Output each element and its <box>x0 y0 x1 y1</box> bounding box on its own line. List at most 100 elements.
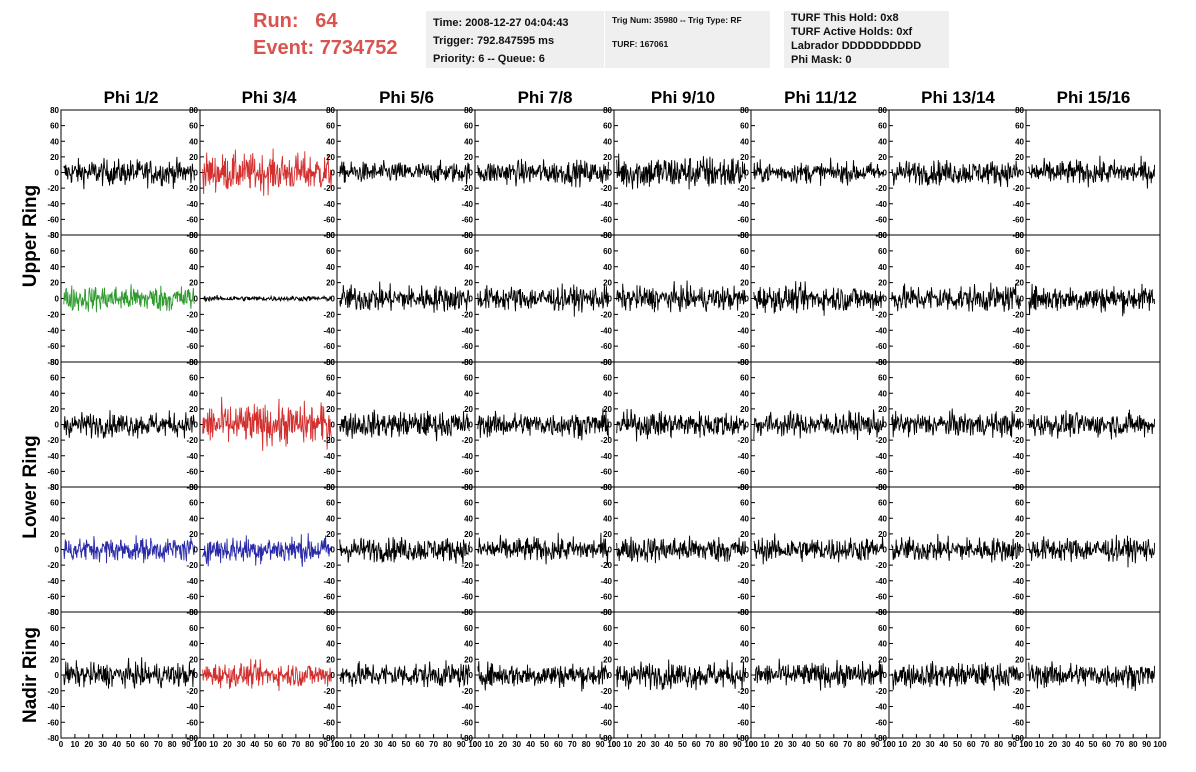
y-tick-label: 60 <box>603 624 612 633</box>
y-tick-label: 80 <box>603 358 612 367</box>
phi-mask-text: Phi Mask: 0 <box>791 54 852 66</box>
y-tick-label: -60 <box>1012 215 1024 224</box>
y-tick-label: 60 <box>326 374 335 383</box>
y-tick-label: 0 <box>1020 546 1025 555</box>
y-tick-label: 40 <box>326 640 335 649</box>
y-tick-label: 60 <box>1015 247 1024 256</box>
waveform-trace <box>1028 155 1156 189</box>
x-tick-label: 30 <box>512 740 521 749</box>
turf-text: TURF: 167061 <box>612 39 669 49</box>
y-tick-label: 20 <box>50 279 59 288</box>
y-tick-label: 60 <box>1015 122 1024 131</box>
y-tick-label: 20 <box>326 279 335 288</box>
y-tick-label: -20 <box>600 310 612 319</box>
y-tick-label: 40 <box>50 640 59 649</box>
y-tick-label: 0 <box>883 169 888 178</box>
y-tick-label: 40 <box>878 389 887 398</box>
x-tick-label: 70 <box>1115 740 1124 749</box>
x-tick-label: 10 <box>1035 740 1044 749</box>
y-tick-label: 20 <box>878 405 887 414</box>
y-tick-label: 0 <box>194 671 199 680</box>
y-tick-label: -60 <box>600 718 612 727</box>
y-tick-label: 20 <box>50 530 59 539</box>
y-tick-label: -40 <box>186 577 198 586</box>
y-tick-label: -60 <box>461 342 473 351</box>
y-tick-label: -60 <box>47 718 59 727</box>
y-tick-label: 40 <box>189 389 198 398</box>
y-tick-label: -60 <box>186 592 198 601</box>
y-tick-label: 40 <box>1015 640 1024 649</box>
x-tick-label: 0 <box>335 740 340 749</box>
y-tick-label: 40 <box>464 640 473 649</box>
y-tick-label: 60 <box>1015 499 1024 508</box>
y-tick-label: 0 <box>194 295 199 304</box>
x-tick-label: 100 <box>193 740 207 749</box>
y-tick-label: -40 <box>875 452 887 461</box>
y-tick-label: -80 <box>600 734 612 743</box>
y-tick-label: 80 <box>603 483 612 492</box>
y-tick-label: -60 <box>47 467 59 476</box>
x-tick-label: 20 <box>637 740 646 749</box>
y-tick-label: 80 <box>878 608 887 617</box>
waveform-trace <box>477 408 609 441</box>
y-tick-label: -60 <box>186 718 198 727</box>
y-tick-label: 60 <box>740 624 749 633</box>
event-value: 7734752 <box>319 37 398 59</box>
y-tick-label: 0 <box>331 421 336 430</box>
y-tick-label: -40 <box>600 577 612 586</box>
x-tick-label: 10 <box>760 740 769 749</box>
y-tick-label: 80 <box>189 231 198 240</box>
y-tick-label: 80 <box>464 106 473 115</box>
y-tick-label: 20 <box>464 153 473 162</box>
column-header: Phi 5/6 <box>379 88 434 107</box>
y-tick-label: -20 <box>323 310 335 319</box>
y-tick-label: 20 <box>464 530 473 539</box>
x-tick-label: 60 <box>140 740 149 749</box>
waveform-trace <box>339 536 470 565</box>
x-tick-label: 30 <box>374 740 383 749</box>
x-tick-label: 100 <box>1153 740 1167 749</box>
waveform-trace <box>477 283 609 317</box>
column-header: Phi 9/10 <box>650 88 716 107</box>
time-info-box: Time: 2008-12-27 04:04:43 Trigger: 792.8… <box>426 11 604 68</box>
y-tick-label: 40 <box>878 263 887 272</box>
y-tick-label: 80 <box>464 483 473 492</box>
y-tick-label: -40 <box>323 577 335 586</box>
x-tick-label: 20 <box>774 740 783 749</box>
y-tick-label: 20 <box>1015 530 1024 539</box>
y-tick-label: -20 <box>323 687 335 696</box>
x-tick-label: 90 <box>1008 740 1017 749</box>
turf-active-text: TURF Active Holds: 0xf <box>791 26 913 38</box>
y-tick-label: 20 <box>464 279 473 288</box>
y-tick-label: 0 <box>1020 421 1025 430</box>
y-tick-label: -40 <box>1012 577 1024 586</box>
x-tick-label: 50 <box>1089 740 1098 749</box>
y-tick-label: 0 <box>1020 169 1025 178</box>
x-tick-label: 90 <box>182 740 191 749</box>
run-event-block: Run: 64 Event: 7734752 <box>253 8 423 68</box>
waveform-trace <box>616 408 746 442</box>
y-tick-label: 0 <box>55 169 60 178</box>
y-tick-label: -80 <box>1012 734 1024 743</box>
y-tick-label: 0 <box>883 295 888 304</box>
y-tick-label: 40 <box>189 514 198 523</box>
y-tick-label: 20 <box>50 655 59 664</box>
y-tick-label: 40 <box>326 389 335 398</box>
y-tick-label: 60 <box>1015 624 1024 633</box>
x-tick-label: 0 <box>1024 740 1029 749</box>
y-tick-label: -20 <box>875 184 887 193</box>
x-tick-label: 10 <box>623 740 632 749</box>
y-tick-label: -40 <box>737 200 749 209</box>
y-tick-label: 20 <box>326 655 335 664</box>
y-tick-label: -60 <box>323 592 335 601</box>
y-tick-label: 20 <box>189 405 198 414</box>
y-tick-label: 0 <box>1020 671 1025 680</box>
x-tick-label: 10 <box>209 740 218 749</box>
y-tick-label: 60 <box>878 624 887 633</box>
x-tick-label: 100 <box>744 740 758 749</box>
y-tick-label: 40 <box>50 263 59 272</box>
y-tick-label: 40 <box>740 514 749 523</box>
y-tick-label: -40 <box>1012 703 1024 712</box>
y-tick-label: 80 <box>50 231 59 240</box>
waveform-trace <box>339 159 470 185</box>
